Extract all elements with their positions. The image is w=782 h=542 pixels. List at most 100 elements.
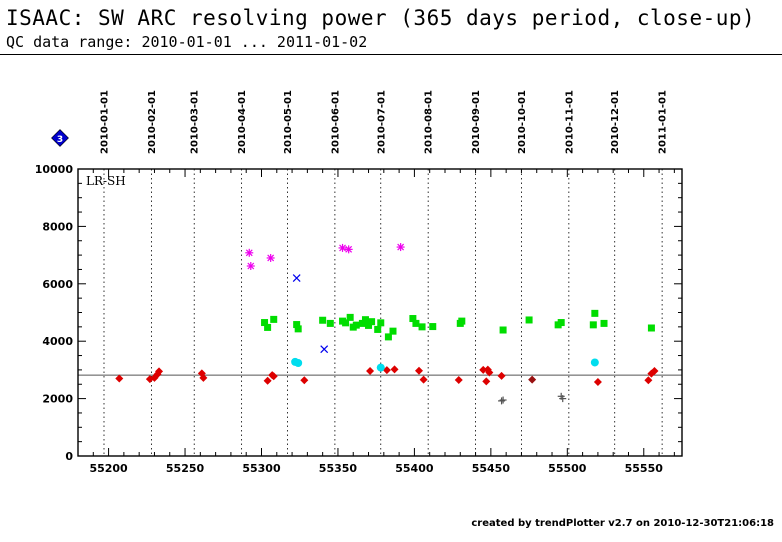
x-tick-label: 55550: [625, 462, 664, 475]
red-diamond-point: [300, 376, 309, 385]
x-tick-labels: 55200 55250 55300 55350 55400 55450 55500 55550: [89, 462, 663, 475]
red-diamond-point: [482, 377, 491, 386]
date-tick-label: 2010-02-01: [147, 90, 158, 154]
date-tick-label: 2010-01-01: [99, 90, 110, 154]
magenta-asterisk-point: [266, 253, 275, 262]
header-divider: [0, 54, 782, 55]
magenta-asterisk-point: [338, 243, 347, 252]
y-tick-label: 4000: [42, 335, 73, 348]
x-tick-label: 55250: [166, 462, 205, 475]
green-square-point: [326, 319, 334, 327]
green-square-point: [647, 324, 655, 332]
date-tick-label: 2010-10-01: [517, 90, 528, 154]
red-diamond-point: [419, 375, 428, 384]
y-tick-label: 8000: [42, 220, 73, 233]
date-tick-label: 2010-11-01: [564, 90, 575, 154]
x-tick-label: 55450: [472, 462, 511, 475]
green-square-point: [294, 325, 302, 333]
blue-cross-point: [292, 274, 301, 282]
green-square-point: [557, 319, 565, 327]
green-square-point: [591, 309, 599, 317]
data-points: [115, 243, 659, 405]
gray-plus-point: [498, 397, 506, 405]
green-square-point: [377, 319, 385, 327]
x-tick-label: 55350: [319, 462, 358, 475]
green-square-point: [600, 319, 608, 327]
magenta-asterisk-point: [344, 245, 353, 254]
date-tick-labels: 2010-01-01 2010-02-01 2010-03-01 2010-04-01…: [99, 90, 668, 154]
blue-cross-point: [320, 345, 329, 354]
red-diamond-point: [366, 367, 375, 376]
date-tick-label: 2010-04-01: [237, 90, 248, 154]
panel-label: LR-SH: [86, 174, 126, 188]
green-square-point: [319, 316, 327, 324]
month-gridlines: [103, 169, 663, 456]
plot-axes: [77, 168, 683, 457]
date-tick-label: 2010-12-01: [610, 90, 621, 154]
cyan-circle-point: [376, 363, 385, 372]
red-diamond-point: [593, 377, 602, 386]
green-square-point: [361, 316, 369, 324]
magenta-asterisk-point: [246, 262, 255, 271]
date-tick-label: 2010-08-01: [424, 90, 435, 154]
badge-diamond: [51, 129, 69, 147]
date-tick-label: 2010-03-01: [190, 90, 201, 154]
green-square-point: [384, 333, 392, 341]
green-square-point: [589, 321, 597, 329]
red-diamond-point: [269, 372, 278, 381]
date-tick-label: 2011-01-01: [658, 90, 669, 154]
red-diamond-point: [454, 375, 463, 384]
green-square-point: [342, 319, 350, 327]
green-square-point: [458, 317, 466, 325]
gray-plus-point: [559, 395, 567, 403]
green-square-point: [525, 316, 533, 324]
y-tick-labels: 0 2000 4000 6000 8000 10000: [35, 163, 74, 463]
date-tick-label: 2010-05-01: [283, 90, 294, 154]
green-square-point: [346, 313, 354, 321]
green-square-point: [352, 321, 360, 329]
red-diamond-point: [479, 365, 488, 374]
badge-label: 3: [57, 135, 63, 145]
x-tick-label: 55200: [89, 462, 128, 475]
x-tick-label: 55500: [548, 462, 587, 475]
green-square-point: [264, 323, 272, 331]
magenta-asterisk-point: [396, 243, 405, 252]
green-square-point: [293, 321, 301, 329]
green-square-point: [261, 319, 269, 327]
green-square-point: [418, 323, 426, 331]
cyan-circle-point: [590, 358, 599, 367]
gray-plus-point: [499, 396, 507, 404]
green-square-point: [389, 327, 397, 335]
chart-title: ISAAC: SW ARC resolving power (365 days …: [6, 6, 756, 30]
red-diamond-point: [497, 371, 506, 380]
footer-credit: created by trendPlotter v2.7 on 2010-12-…: [471, 518, 774, 529]
red-diamond-point: [650, 367, 659, 376]
badge-icon: 3: [51, 129, 69, 147]
red-diamond-point: [263, 376, 272, 385]
green-square-point: [368, 318, 376, 326]
red-diamond-point: [485, 368, 494, 377]
red-diamond-point: [644, 376, 653, 385]
chart-subtitle: QC data range: 2010-01-01 ... 2011-01-02: [6, 33, 368, 51]
red-diamond-point: [199, 373, 208, 382]
red-diamond-point: [390, 365, 399, 374]
red-diamond-point: [382, 366, 391, 375]
y-tick-label: 2000: [42, 393, 73, 406]
green-square-point: [409, 315, 417, 323]
green-square-point: [429, 323, 437, 331]
green-square-point: [499, 326, 507, 334]
magenta-asterisk-point: [245, 248, 254, 257]
x-tick-label: 55400: [395, 462, 434, 475]
y-tick-label: 6000: [42, 278, 73, 291]
red-diamond-point: [155, 367, 164, 376]
x-tick-label: 55300: [242, 462, 281, 475]
y-tick-label: 0: [65, 450, 73, 463]
green-square-point: [358, 319, 366, 327]
green-square-point: [374, 325, 382, 333]
green-square-point: [412, 319, 420, 327]
date-tick-label: 2010-09-01: [471, 90, 482, 154]
date-tick-label: 2010-07-01: [376, 90, 387, 154]
darkred-diamond-point: [528, 375, 537, 384]
green-square-point: [270, 315, 278, 323]
